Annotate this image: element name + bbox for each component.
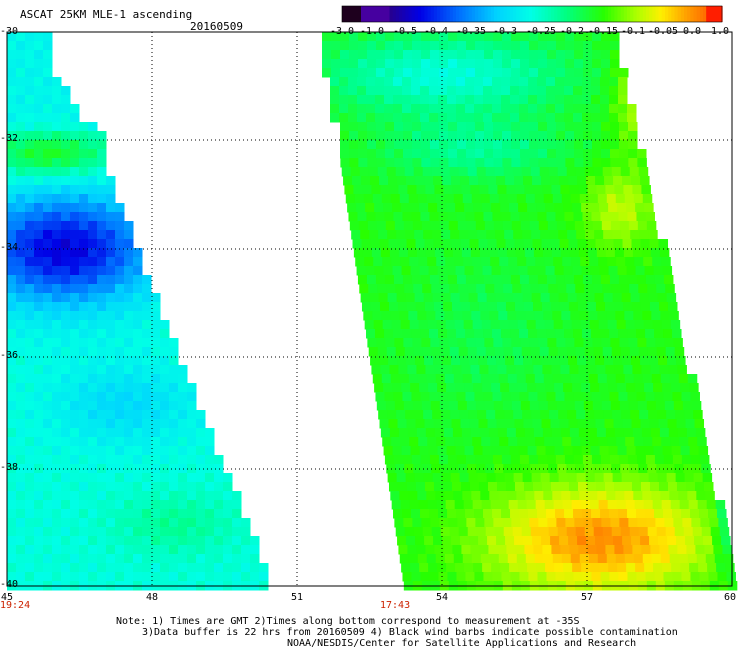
lat-lon-grid [7, 32, 732, 586]
lat-label: -40 [0, 579, 19, 590]
lon-label: 51 [290, 592, 304, 603]
lon-label: 45 [0, 592, 14, 603]
colorbar-label: -0.4 [423, 26, 449, 37]
map-frame [6, 31, 733, 587]
lat-label: -38 [0, 462, 19, 473]
swath-right [322, 32, 738, 591]
lon-label: 57 [580, 592, 594, 603]
colorbar-label: -3.0 [329, 26, 355, 37]
colorbar-label: -1.0 [359, 26, 385, 37]
lat-label: -34 [0, 242, 19, 253]
lon-label: 48 [145, 592, 159, 603]
colorbar-label: 1.0 [710, 26, 730, 37]
colorbar-label: 0.0 [682, 26, 702, 37]
lon-label: 60 [723, 592, 737, 603]
colorbar-label: -0.35 [455, 26, 487, 37]
colorbar-label: -0.5 [392, 26, 418, 37]
lat-label: -32 [0, 133, 19, 144]
note-line-3: NOAA/NESDIS/Center for Satellite Applica… [287, 638, 637, 649]
lat-label: -30 [0, 26, 19, 37]
swath-time-left: 19:24 [0, 600, 31, 611]
lon-label: 54 [435, 592, 449, 603]
map-title: ASCAT 25KM MLE-1 ascending [20, 8, 193, 21]
colorbar-label: -0.05 [647, 26, 679, 37]
colorbar-label: -0.2 [559, 26, 585, 37]
map-date: 20160509 [190, 20, 243, 33]
note-line-1: Note: 1) Times are GMT 2)Times along bot… [116, 616, 580, 627]
colorbar [341, 5, 723, 23]
colorbar-label: -0.15 [587, 26, 619, 37]
swath-left [7, 32, 269, 591]
colorbar-label: -0.3 [492, 26, 518, 37]
swath-time-right: 17:43 [380, 600, 411, 611]
colorbar-label: -0.1 [620, 26, 646, 37]
note-line-2: 3)Data buffer is 22 hrs from 20160509 4)… [142, 627, 678, 638]
colorbar-label: -0.25 [525, 26, 557, 37]
lat-label: -36 [0, 350, 19, 361]
